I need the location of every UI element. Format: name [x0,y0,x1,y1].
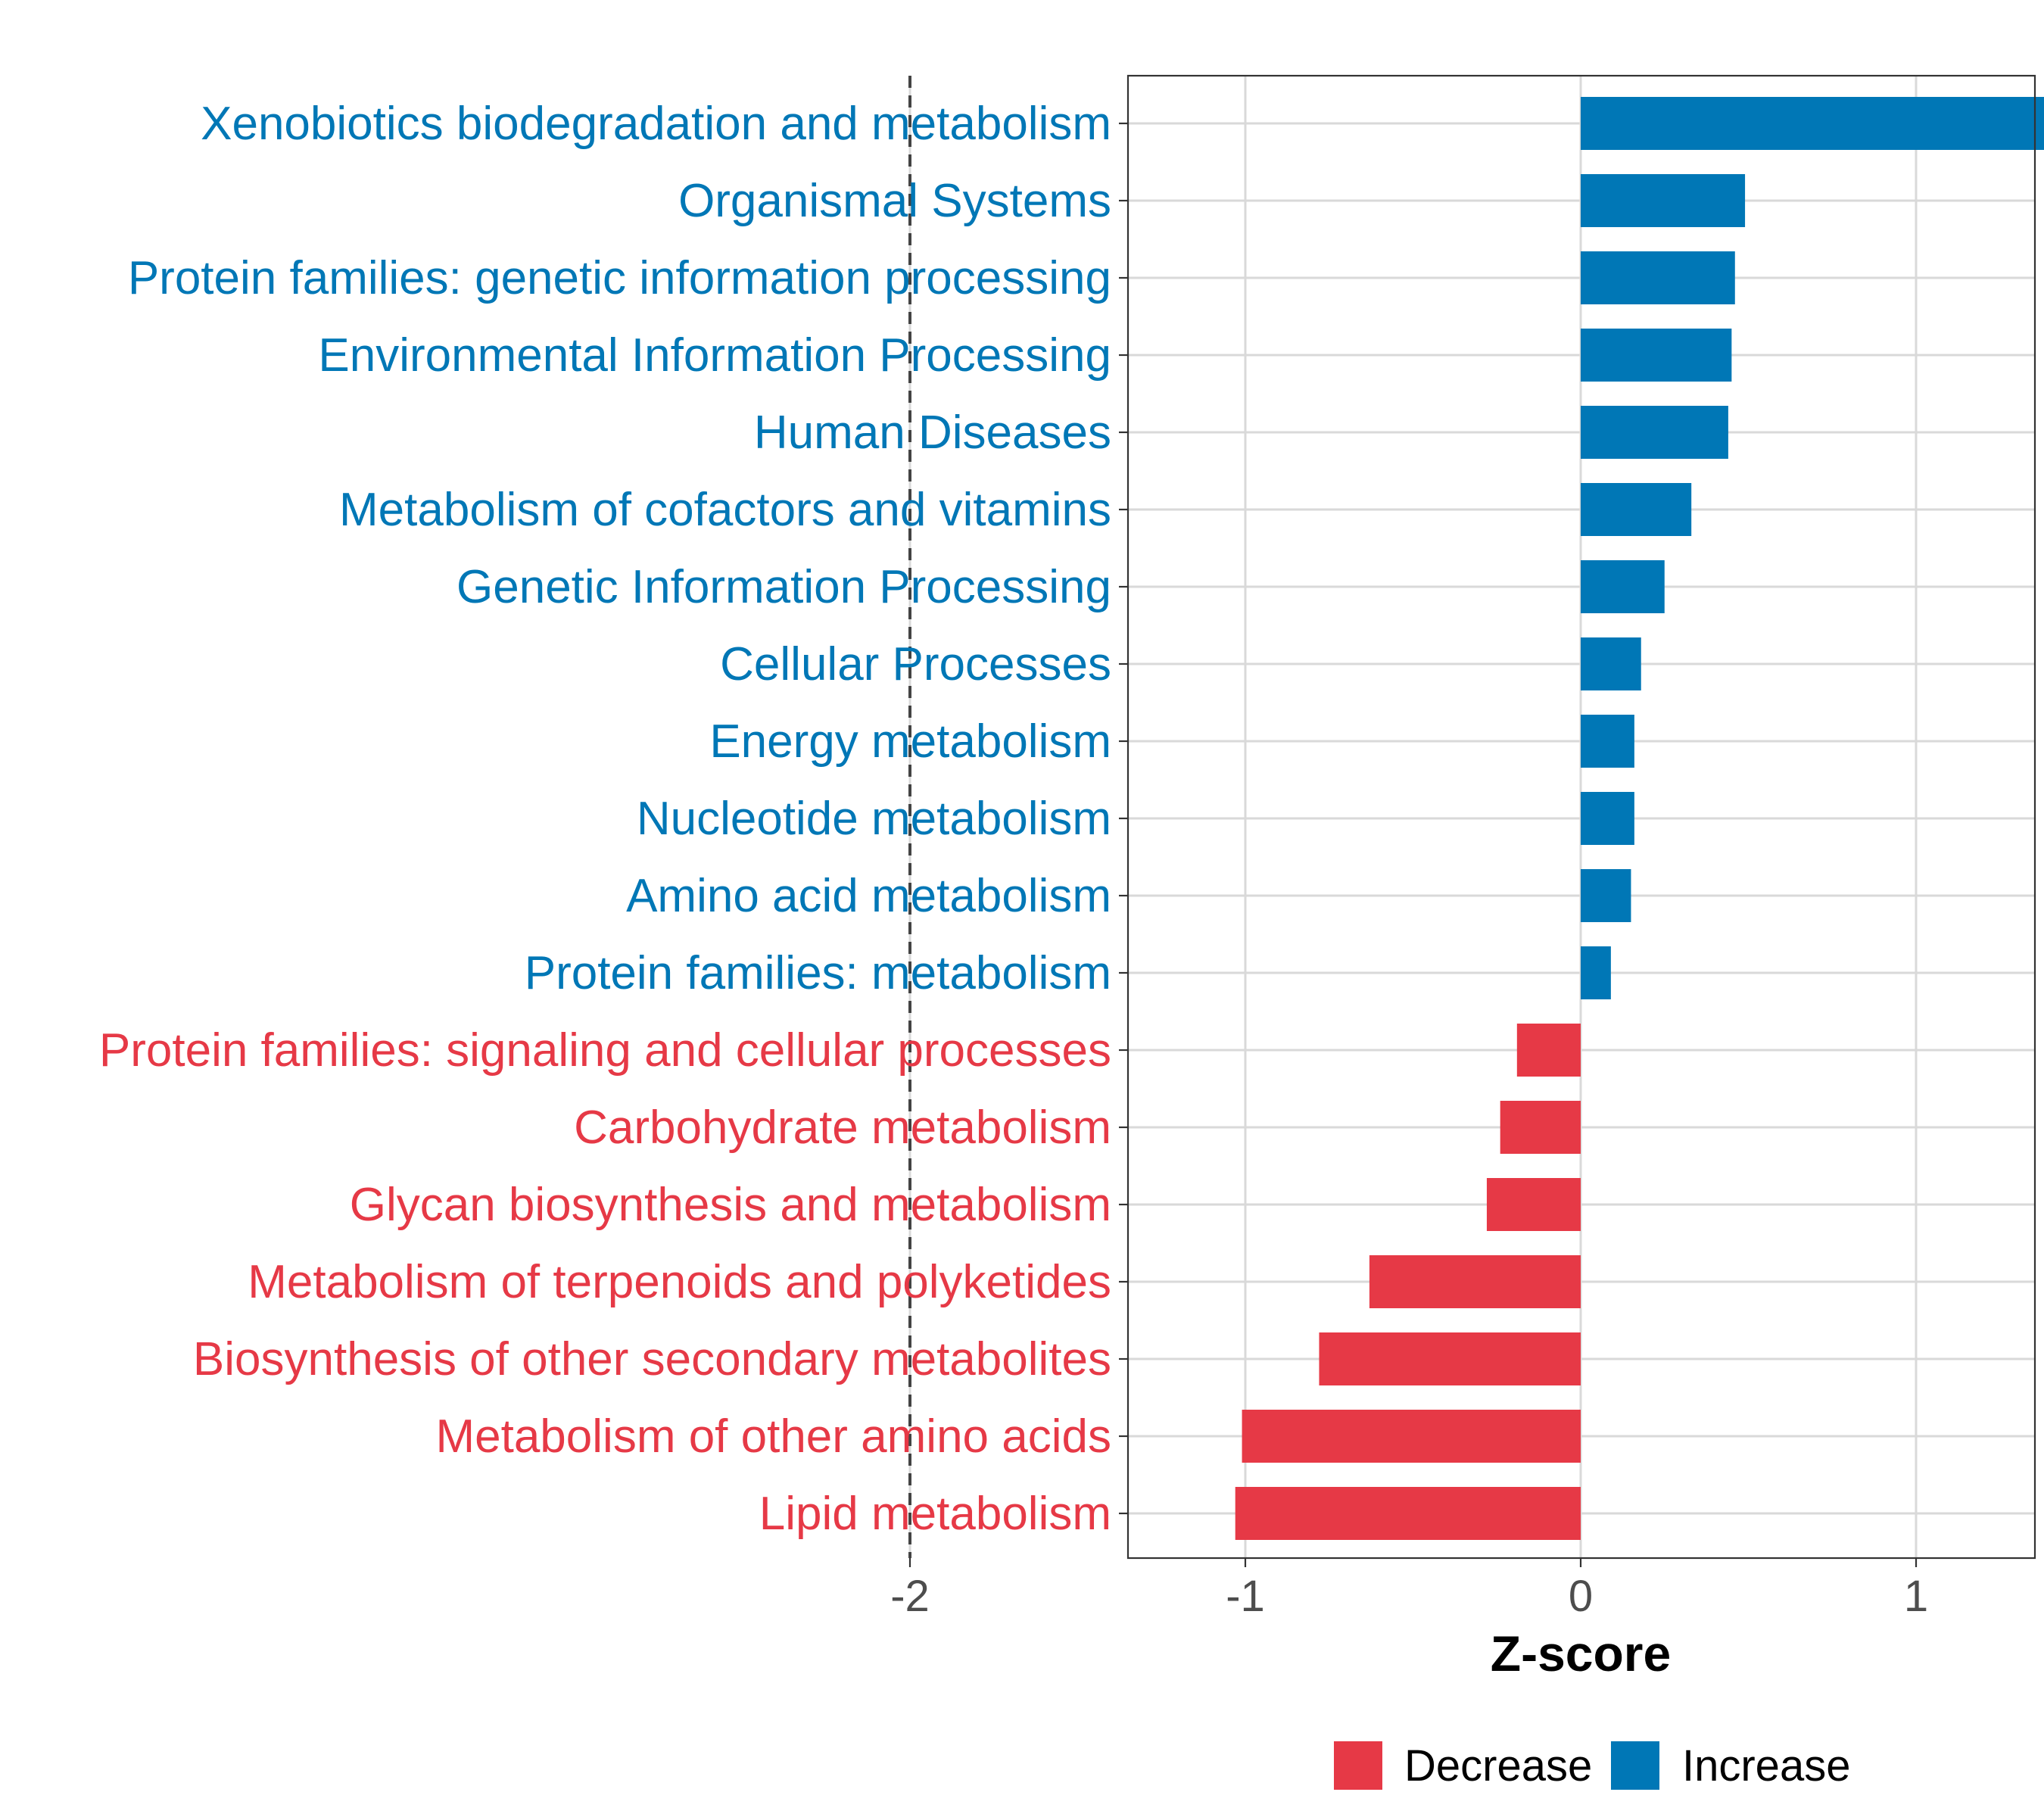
y-axis-ticks [1119,122,1128,1515]
y-tick-label: Amino acid metabolism [626,870,1111,922]
x-axis-title: Z-score [1491,1625,1671,1681]
x-tick-label: 0 [1569,1572,1593,1621]
y-tick-label: Protein families: metabolism [525,947,1111,999]
y-tick-label: Biosynthesis of other secondary metaboli… [193,1333,1111,1385]
y-tick-label: Carbohydrate metabolism [574,1102,1111,1154]
bar [1581,251,1735,304]
x-tick-label: 1 [1904,1572,1928,1621]
y-tick-label: Metabolism of other amino acids [435,1410,1111,1463]
bar [1581,406,1728,459]
x-tick-label: -1 [1226,1572,1265,1621]
bar [1581,329,1732,382]
reference-lines [908,76,911,1558]
bar [1581,560,1665,613]
legend: Decrease Increase [1334,1741,1850,1791]
y-tick-label: Protein families: signaling and cellular… [99,1024,1111,1077]
y-tick-label: Metabolism of cofactors and vitamins [339,484,1111,536]
bar [1581,97,2044,150]
bar [1581,174,1746,227]
y-tick-label: Genetic Information Processing [456,561,1111,613]
bar [1369,1255,1581,1308]
legend-label: Increase [1682,1741,1850,1791]
legend-key [1334,1741,1382,1790]
bar [1500,1101,1581,1154]
bar [1581,792,1634,845]
x-axis-ticks: -2-1012 [890,1558,1928,1621]
bar [1581,637,1641,690]
y-tick-label: Lipid metabolism [759,1488,1111,1540]
y-tick-label: Energy metabolism [709,715,1111,768]
y-tick-label: Xenobiotics biodegradation and metabolis… [201,98,1111,150]
y-tick-label: Organismal Systems [678,175,1111,227]
y-tick-label: Nucleotide metabolism [637,793,1111,845]
y-tick-label: Human Diseases [754,407,1111,459]
bar [1235,1487,1581,1540]
y-axis-category-labels: Xenobiotics biodegradation and metabolis… [99,98,1111,1540]
bar [1516,1024,1581,1077]
bar [1319,1332,1581,1385]
x-tick-label: -2 [890,1572,930,1621]
y-tick-label: Glycan biosynthesis and metabolism [350,1179,1111,1231]
y-tick-label: Metabolism of terpenoids and polyketides [248,1256,1111,1308]
bar [1486,1178,1581,1231]
legend-label: Decrease [1404,1741,1592,1791]
bar [1581,869,1631,922]
legend-key [1611,1741,1659,1790]
bar [1242,1410,1581,1463]
bar [1581,483,1692,536]
y-tick-label: Environmental Information Processing [318,329,1111,382]
bar [1581,946,1611,999]
bar [1581,715,1634,768]
bars [1235,97,2044,1540]
y-tick-label: Protein families: genetic information pr… [128,252,1111,304]
y-tick-label: Cellular Processes [720,638,1111,690]
